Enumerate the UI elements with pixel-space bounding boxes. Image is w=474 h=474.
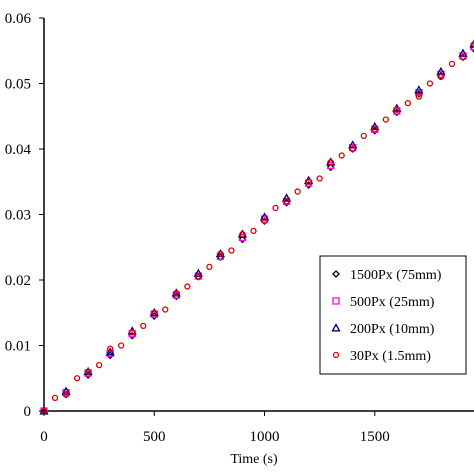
legend: 1500Px (75mm) 500Px (25mm) 200Px (10mm) 30P… (319, 255, 467, 375)
data-point (162, 306, 169, 313)
data-point (283, 198, 290, 205)
data-point (140, 322, 147, 330)
data-point (281, 193, 292, 202)
axes: 0 500 1000 1500 0 0.01 0.02 0.03 0.04 0.05 0.06 (5, 11, 390, 445)
data-point (193, 268, 203, 277)
data-point (73, 375, 81, 382)
data-point (61, 386, 71, 395)
data-point (250, 227, 257, 235)
data-point (195, 273, 202, 280)
data-point (151, 309, 158, 316)
data-point (105, 347, 115, 356)
data-point (426, 80, 434, 87)
series-layer (39, 39, 474, 415)
y-tick-label: 0.02 (5, 273, 31, 289)
x-tick-label: 1000 (250, 429, 280, 445)
data-point (370, 121, 380, 131)
data-point (458, 48, 468, 57)
legend-marker (331, 323, 341, 332)
legend-marker (332, 351, 340, 359)
legend-label: 200Px (10mm) (350, 322, 435, 337)
data-point (238, 235, 247, 244)
data-point (326, 163, 335, 172)
data-point (305, 178, 312, 185)
data-point (360, 132, 367, 140)
data-point (228, 247, 235, 254)
data-point (51, 394, 59, 402)
data-point (470, 41, 474, 48)
y-tick-label: 0.01 (5, 339, 31, 355)
data-point (404, 100, 411, 107)
data-point (371, 126, 378, 133)
data-point (348, 140, 358, 149)
legend-label: 30Px (1.5mm) (350, 349, 431, 364)
x-tick-label: 500 (143, 429, 166, 445)
data-point (393, 106, 400, 113)
legend-label: 500Px (25mm) (350, 295, 435, 310)
legend-label: 1500Px (75mm) (350, 268, 442, 283)
legend-marker (332, 297, 340, 305)
data-point (129, 329, 136, 336)
data-point (469, 39, 474, 48)
data-point (95, 361, 103, 369)
y-tick-label: 0.03 (5, 208, 31, 224)
data-point (62, 391, 70, 398)
data-point (470, 44, 474, 53)
data-point (261, 217, 268, 225)
x-tick-label: 1500 (360, 429, 390, 445)
series-3 (39, 39, 474, 415)
data-point (349, 145, 356, 153)
data-point (118, 342, 125, 349)
data-point (259, 212, 270, 221)
y-tick-label: 0.05 (5, 77, 31, 93)
data-point (184, 283, 191, 290)
data-point (206, 263, 213, 271)
data-point (217, 250, 224, 257)
data-point (459, 54, 467, 61)
data-point (437, 73, 445, 81)
y-tick-label: 0 (24, 404, 32, 420)
data-point (239, 230, 246, 238)
data-point (415, 93, 423, 100)
data-point (107, 345, 114, 352)
data-point (414, 85, 424, 94)
data-point (316, 175, 323, 182)
legend-marker (332, 270, 340, 278)
legend-box (319, 255, 467, 375)
y-tick-label: 0.06 (5, 11, 32, 27)
data-point (327, 158, 334, 166)
x-axis-label: Time (s) (230, 452, 278, 467)
data-point (338, 152, 345, 159)
data-point (382, 116, 389, 123)
series-4 (40, 41, 474, 415)
y-tick-label: 0.04 (5, 142, 32, 158)
data-point (294, 188, 301, 195)
data-point (448, 60, 456, 67)
data-point (173, 289, 180, 297)
data-point (84, 368, 92, 375)
data-point (272, 204, 279, 212)
x-tick-label: 0 (40, 429, 48, 445)
